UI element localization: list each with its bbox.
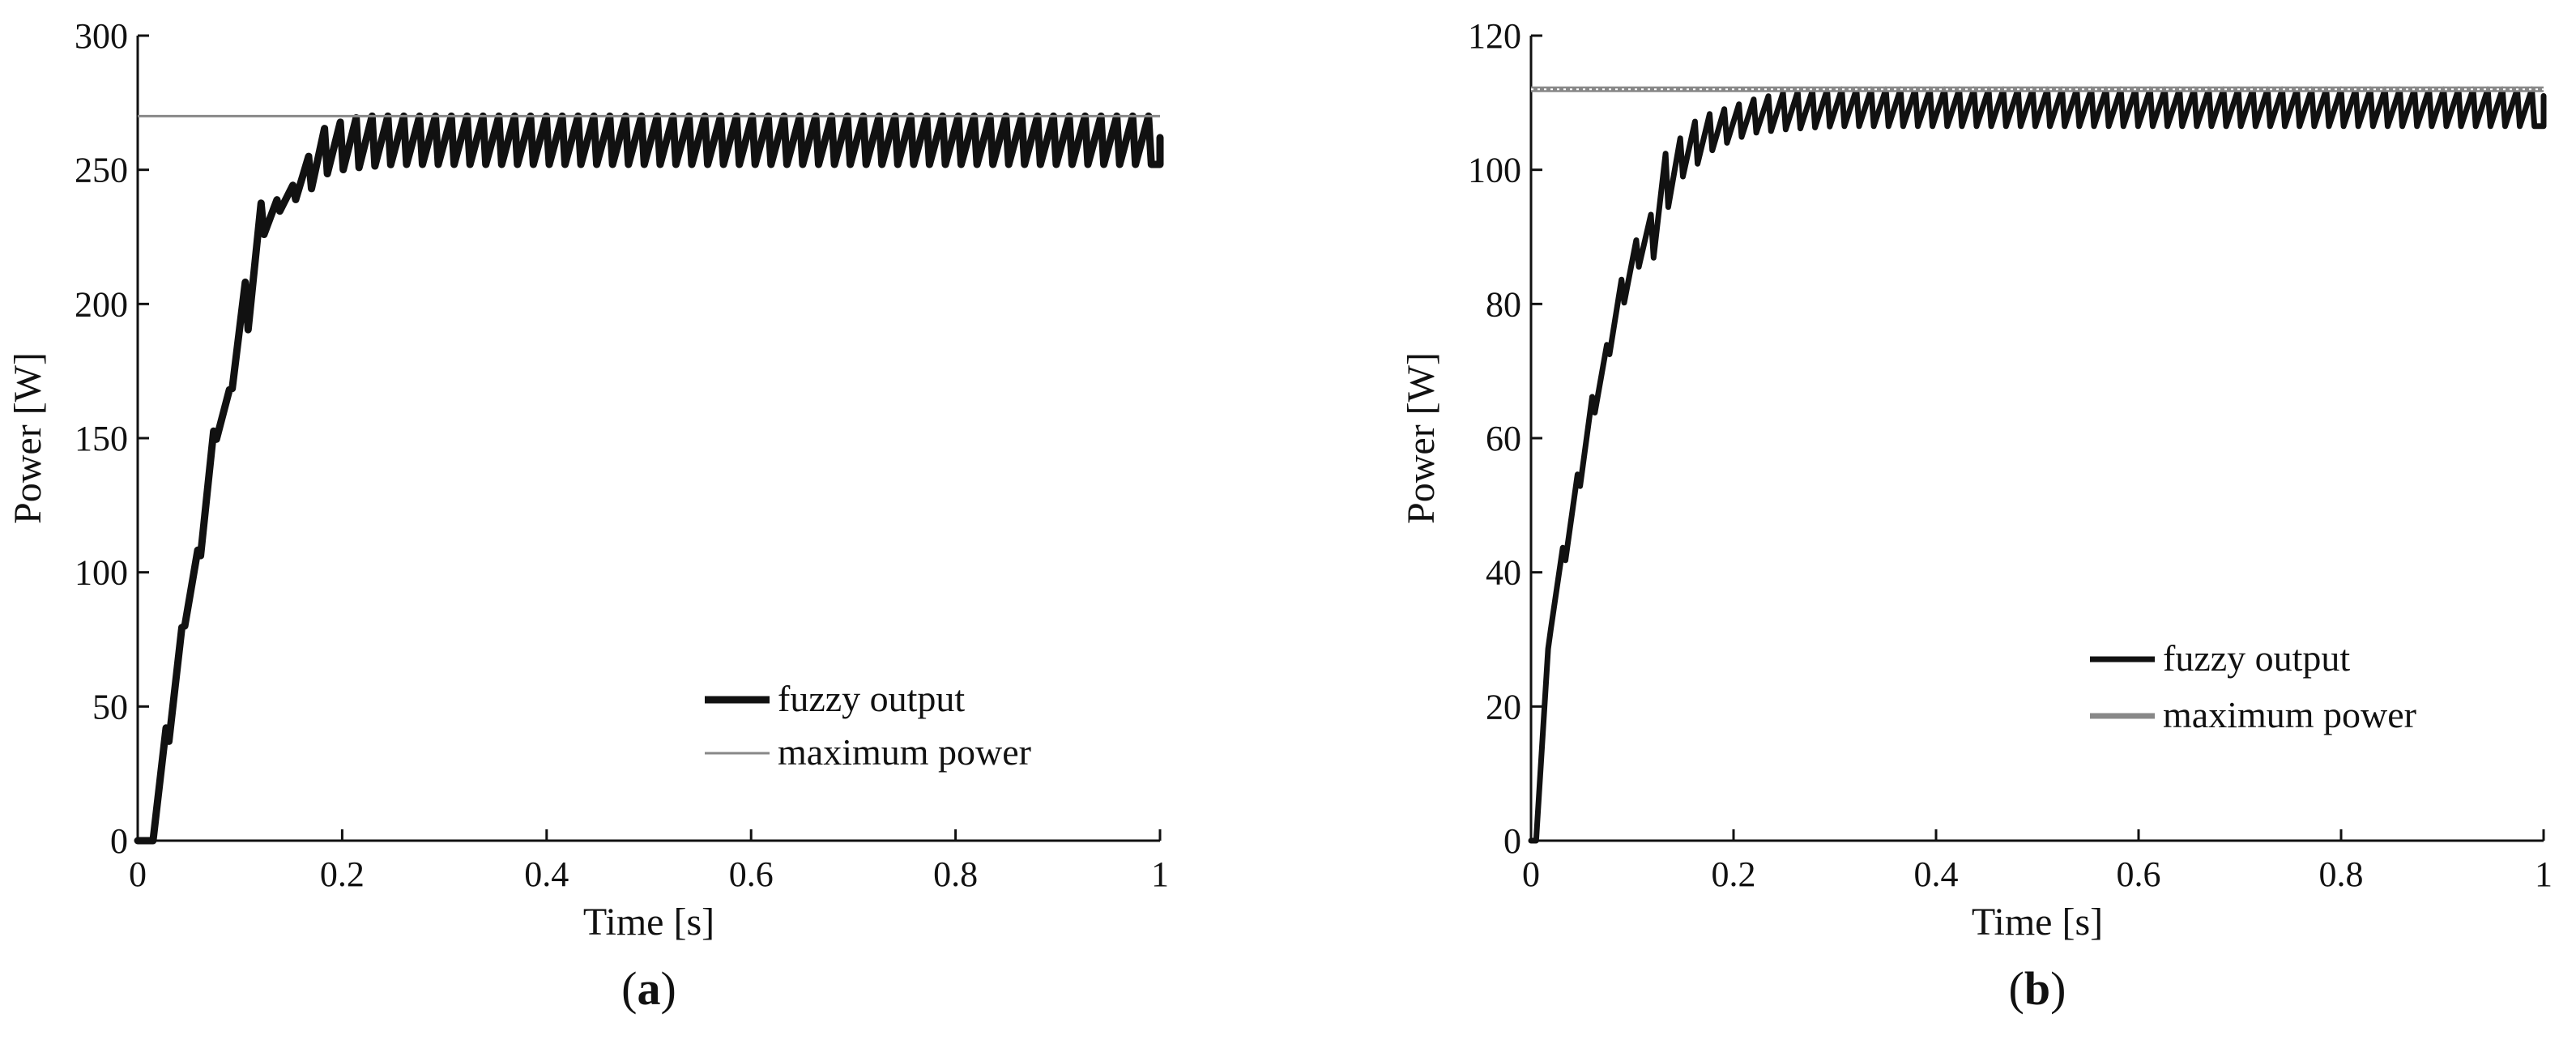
panel-caption: (b) xyxy=(2009,962,2066,1015)
x-tick-label: 0 xyxy=(129,854,147,894)
y-tick-label: 200 xyxy=(75,284,128,324)
y-tick-label: 0 xyxy=(110,821,128,861)
y-tick-label: 0 xyxy=(1503,821,1521,861)
y-tick-label: 50 xyxy=(92,687,128,726)
x-axis-title: Time [s] xyxy=(583,901,714,944)
x-tick-label: 0.6 xyxy=(729,854,774,894)
x-axis-title: Time [s] xyxy=(1972,901,2103,944)
x-tick-label: 0.4 xyxy=(1914,854,1959,894)
y-tick-label: 250 xyxy=(75,151,128,190)
y-tick-label: 40 xyxy=(1486,553,1521,593)
x-tick-label: 0.6 xyxy=(2117,854,2161,894)
x-tick-label: 0.2 xyxy=(320,854,365,894)
y-axis-title: Power [W] xyxy=(1400,352,1443,524)
series-line-fuzzy-output xyxy=(1528,86,2547,844)
y-axis-title: Power [W] xyxy=(6,352,49,524)
caption-close-paren: ) xyxy=(2050,962,2066,1015)
x-tick-label: 1 xyxy=(2535,854,2553,894)
chart-panel-b: 0 20 40 60 80 100 120 0 0.2 0.4 0.6 0.8 1 Time [s] Pow… xyxy=(1400,16,2553,1015)
legend-label-maximum-power: maximum power xyxy=(2163,694,2416,735)
caption-close-paren: ) xyxy=(661,962,676,1015)
y-tick-label: 20 xyxy=(1486,687,1521,726)
legend-label-maximum-power: maximum power xyxy=(778,731,1031,773)
y-tick-label: 300 xyxy=(75,16,128,56)
x-tick-label: 0.8 xyxy=(933,854,978,894)
caption-letter: b xyxy=(2024,962,2050,1015)
panel-caption: (a) xyxy=(621,962,676,1015)
x-tick-label: 0 xyxy=(1522,854,1540,894)
y-tick-label: 80 xyxy=(1486,284,1521,324)
y-tick-label: 100 xyxy=(1468,151,1521,190)
y-tick-label: 120 xyxy=(1468,16,1521,56)
caption-open-paren: ( xyxy=(621,962,637,1015)
y-tick-label: 60 xyxy=(1486,419,1521,458)
y-tick-label: 150 xyxy=(75,419,128,458)
caption-letter: a xyxy=(638,962,661,1015)
x-tick-label: 1 xyxy=(1151,854,1169,894)
y-tick-label: 100 xyxy=(75,553,128,593)
x-tick-label: 0.8 xyxy=(2319,854,2364,894)
chart-panel-a: 0 50 100 150 200 250 300 0 0.2 0.4 0.6 0.8 1 Time [s]… xyxy=(6,16,1169,1015)
legend-label-fuzzy-output: fuzzy output xyxy=(2163,637,2350,679)
caption-open-paren: ( xyxy=(2009,962,2024,1015)
x-tick-label: 0.2 xyxy=(1712,854,1756,894)
x-tick-label: 0.4 xyxy=(524,854,569,894)
series-line-fuzzy-output xyxy=(134,112,1164,845)
legend-label-fuzzy-output: fuzzy output xyxy=(778,678,965,719)
